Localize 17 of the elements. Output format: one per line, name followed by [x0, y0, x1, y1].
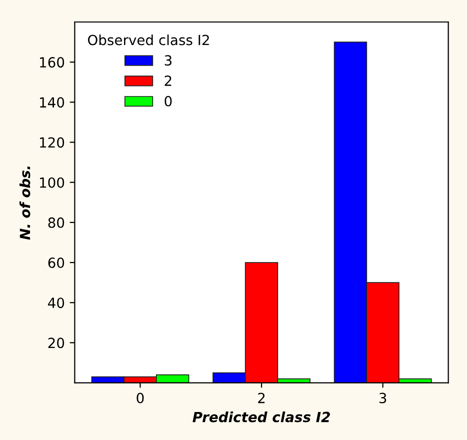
y-tick-label: 60	[48, 258, 64, 268]
x-tick-label: 0	[136, 392, 144, 404]
y-tick-label: 20	[48, 338, 64, 348]
x-tick-label: 2	[258, 392, 265, 404]
legend-title: Observed class I2	[88, 34, 209, 46]
y-tick-label: 40	[48, 298, 64, 308]
legend-label: 3	[164, 55, 172, 66]
y-tick-label: 120	[40, 137, 64, 148]
x-axis-title: Predicted class I2	[192, 412, 330, 422]
legend-label: 0	[164, 96, 172, 106]
y-tick-label: 160	[40, 57, 64, 68]
y-tick-label: 140	[40, 97, 64, 108]
legend-label: 2	[164, 76, 172, 86]
y-tick-label: 100	[40, 177, 64, 188]
x-tick-label: 3	[379, 392, 386, 404]
y-tick-label: 80	[48, 217, 64, 228]
y-axis-title: N. of obs.	[19, 166, 30, 240]
